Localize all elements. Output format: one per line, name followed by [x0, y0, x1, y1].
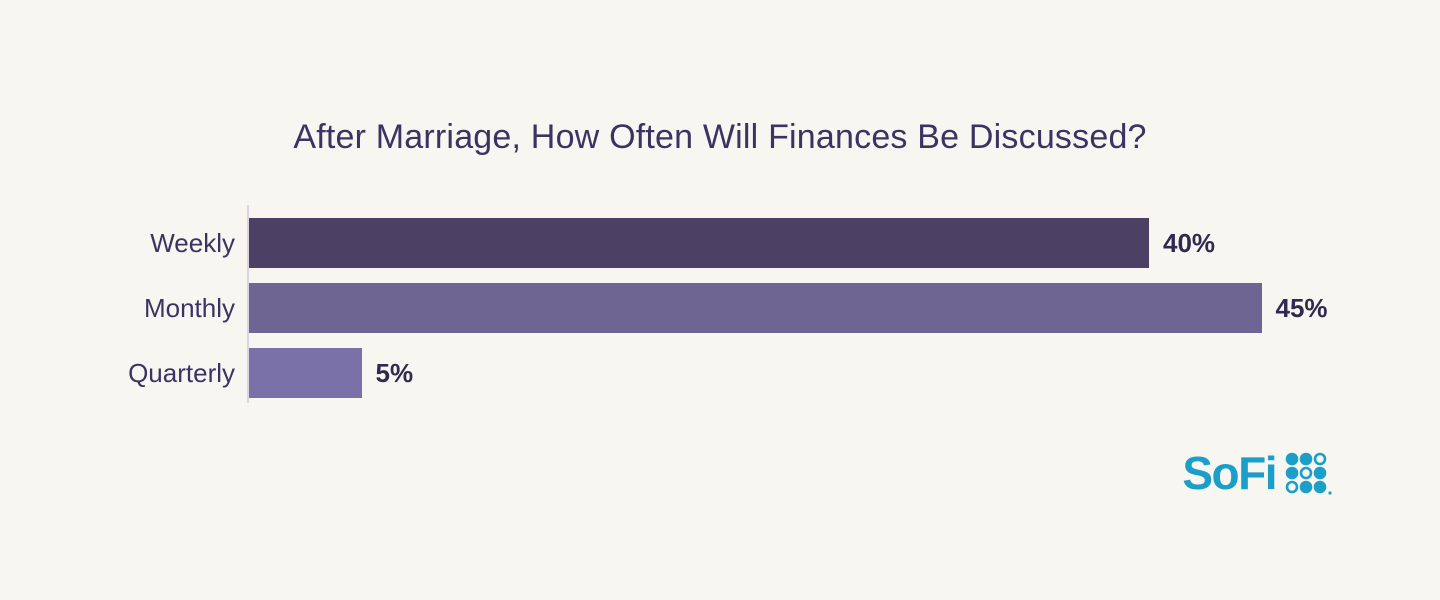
category-label: Quarterly: [128, 357, 235, 388]
bar-chart: Weekly 40% Monthly 45% Quarterly 5%: [0, 205, 1440, 403]
bar-quarterly: [249, 348, 362, 398]
sofi-logo-text: SoFi: [1182, 447, 1277, 499]
chart-title: After Marriage, How Often Will Finances …: [293, 118, 1147, 156]
sofi-logo: SoFi: [1182, 450, 1332, 496]
bar-row: Monthly 45%: [144, 283, 1440, 333]
bar-weekly: [249, 218, 1149, 268]
value-label: 40%: [1163, 227, 1216, 258]
bar-row: Quarterly 5%: [128, 348, 1440, 398]
chart-plot-area: Weekly 40% Monthly 45% Quarterly 5%: [128, 205, 1440, 403]
category-label: Weekly: [150, 227, 235, 258]
sofi-dot-grid-icon: [1285, 452, 1332, 495]
bar-monthly: [249, 283, 1262, 333]
category-label: Monthly: [143, 292, 235, 323]
bar-row: Weekly 40%: [150, 218, 1440, 268]
value-label: 45%: [1275, 292, 1328, 323]
value-label: 5%: [375, 357, 414, 388]
